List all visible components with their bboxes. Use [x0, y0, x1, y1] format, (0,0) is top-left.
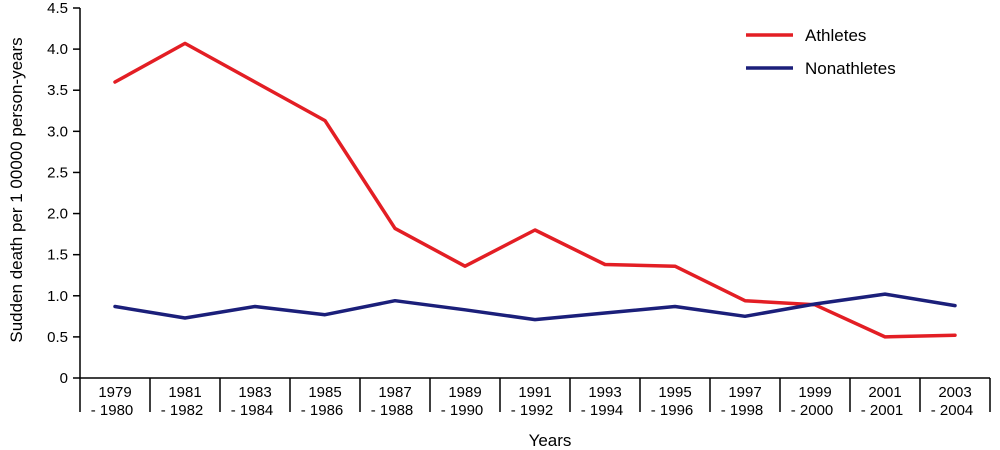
series-line-nonathletes [113, 292, 957, 322]
y-tick-label: 4.0 [47, 41, 68, 58]
y-tick-label: 0 [60, 370, 68, 387]
legend-label-athletes: Athletes [805, 26, 866, 45]
x-tick-label-range: - 2001 [861, 402, 904, 419]
x-tick-label-range: - 1994 [581, 402, 624, 419]
x-tick-label: 1985 [308, 384, 341, 401]
x-tick-label-range: - 1986 [301, 402, 344, 419]
series-lines [113, 41, 957, 339]
tick-labels: 0 0.5 1.0 1.5 2.0 2.5 3.0 3.5 4.0 4.5 1979- 1980 19… [47, 0, 973, 419]
x-tick-label: 1981 [168, 384, 201, 401]
y-tick-label: 2.5 [47, 164, 68, 181]
x-axis-title: Years [529, 431, 572, 450]
x-tick-label-range: - 2000 [791, 402, 834, 419]
x-tick-label: 1999 [798, 384, 831, 401]
x-tick-label: 1993 [588, 384, 621, 401]
y-tick-label: 1.0 [47, 288, 68, 305]
x-tick-label: 2003 [938, 384, 971, 401]
axes [73, 7, 991, 412]
x-tick-label-range: - 1992 [511, 402, 554, 419]
x-tick-label-range: - 1988 [371, 402, 414, 419]
x-tick-label-range: - 1980 [91, 402, 134, 419]
x-tick-label: 1987 [378, 384, 411, 401]
series-line-athletes [113, 41, 957, 339]
x-tick-label: 1995 [658, 384, 691, 401]
y-tick-label: 1.5 [47, 247, 68, 264]
x-tick-label-range: - 1990 [441, 402, 484, 419]
x-tick-label-range: - 2004 [931, 402, 974, 419]
y-axis-title: Sudden death per 1 00000 person-years [7, 37, 26, 342]
y-tick-label: 3.0 [47, 123, 68, 140]
x-tick-label: 1979 [98, 384, 131, 401]
x-tick-label: 1997 [728, 384, 761, 401]
y-tick-label: 0.5 [47, 329, 68, 346]
x-tick-label-range: - 1982 [161, 402, 204, 419]
x-tick-label: 1989 [448, 384, 481, 401]
x-tick-label-range: - 1998 [721, 402, 764, 419]
x-tick-label-range: - 1996 [651, 402, 694, 419]
y-tick-label: 2.0 [47, 206, 68, 223]
x-tick-label-range: - 1984 [231, 402, 274, 419]
x-tick-label: 1983 [238, 384, 271, 401]
y-tick-label: 3.5 [47, 82, 68, 99]
y-tick-label: 4.5 [47, 0, 68, 17]
x-tick-label: 2001 [868, 384, 901, 401]
x-tick-label: 1991 [518, 384, 551, 401]
legend-label-nonathletes: Nonathletes [805, 59, 896, 78]
legend: Athletes Nonathletes [746, 26, 896, 78]
